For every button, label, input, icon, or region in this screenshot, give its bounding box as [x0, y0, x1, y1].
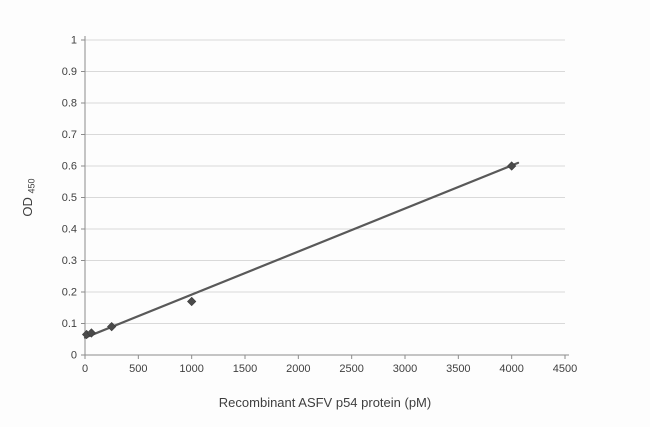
x-tick-label: 1500 — [233, 363, 257, 375]
trend-line — [83, 161, 520, 339]
x-axis-title: Recombinant ASFV p54 protein (pM) — [219, 395, 431, 410]
y-tick-label: 0.4 — [62, 224, 77, 236]
x-tick-label: 4000 — [499, 363, 523, 375]
y-tick-label: 0.9 — [62, 66, 77, 78]
y-tick-label: 0.5 — [62, 192, 77, 204]
data-point — [187, 296, 197, 307]
x-tick-label: 0 — [82, 363, 88, 375]
x-tick-label: 2500 — [339, 363, 363, 375]
data-point — [86, 328, 97, 338]
y-tick-label: 0.3 — [62, 255, 77, 267]
x-tick-label: 3500 — [446, 363, 470, 375]
y-tick-label: 0.8 — [62, 98, 77, 110]
x-tick-label: 500 — [129, 363, 147, 375]
y-tick-label: 0.1 — [62, 318, 77, 330]
x-tick-label: 3000 — [393, 363, 417, 375]
x-tick-label: 2000 — [286, 363, 310, 375]
x-tick-label: 4500 — [553, 363, 577, 375]
y-tick-label: 1 — [71, 35, 77, 47]
y-axis-title: OD 450 — [20, 178, 37, 216]
y-tick-label: 0.2 — [62, 287, 77, 299]
x-tick-label: 1000 — [179, 363, 203, 375]
y-tick-label: 0 — [71, 350, 77, 362]
data-point — [507, 161, 517, 171]
data-point — [107, 322, 117, 332]
y-tick-label: 0.7 — [62, 129, 77, 141]
y-tick-label: 0.6 — [62, 161, 77, 173]
